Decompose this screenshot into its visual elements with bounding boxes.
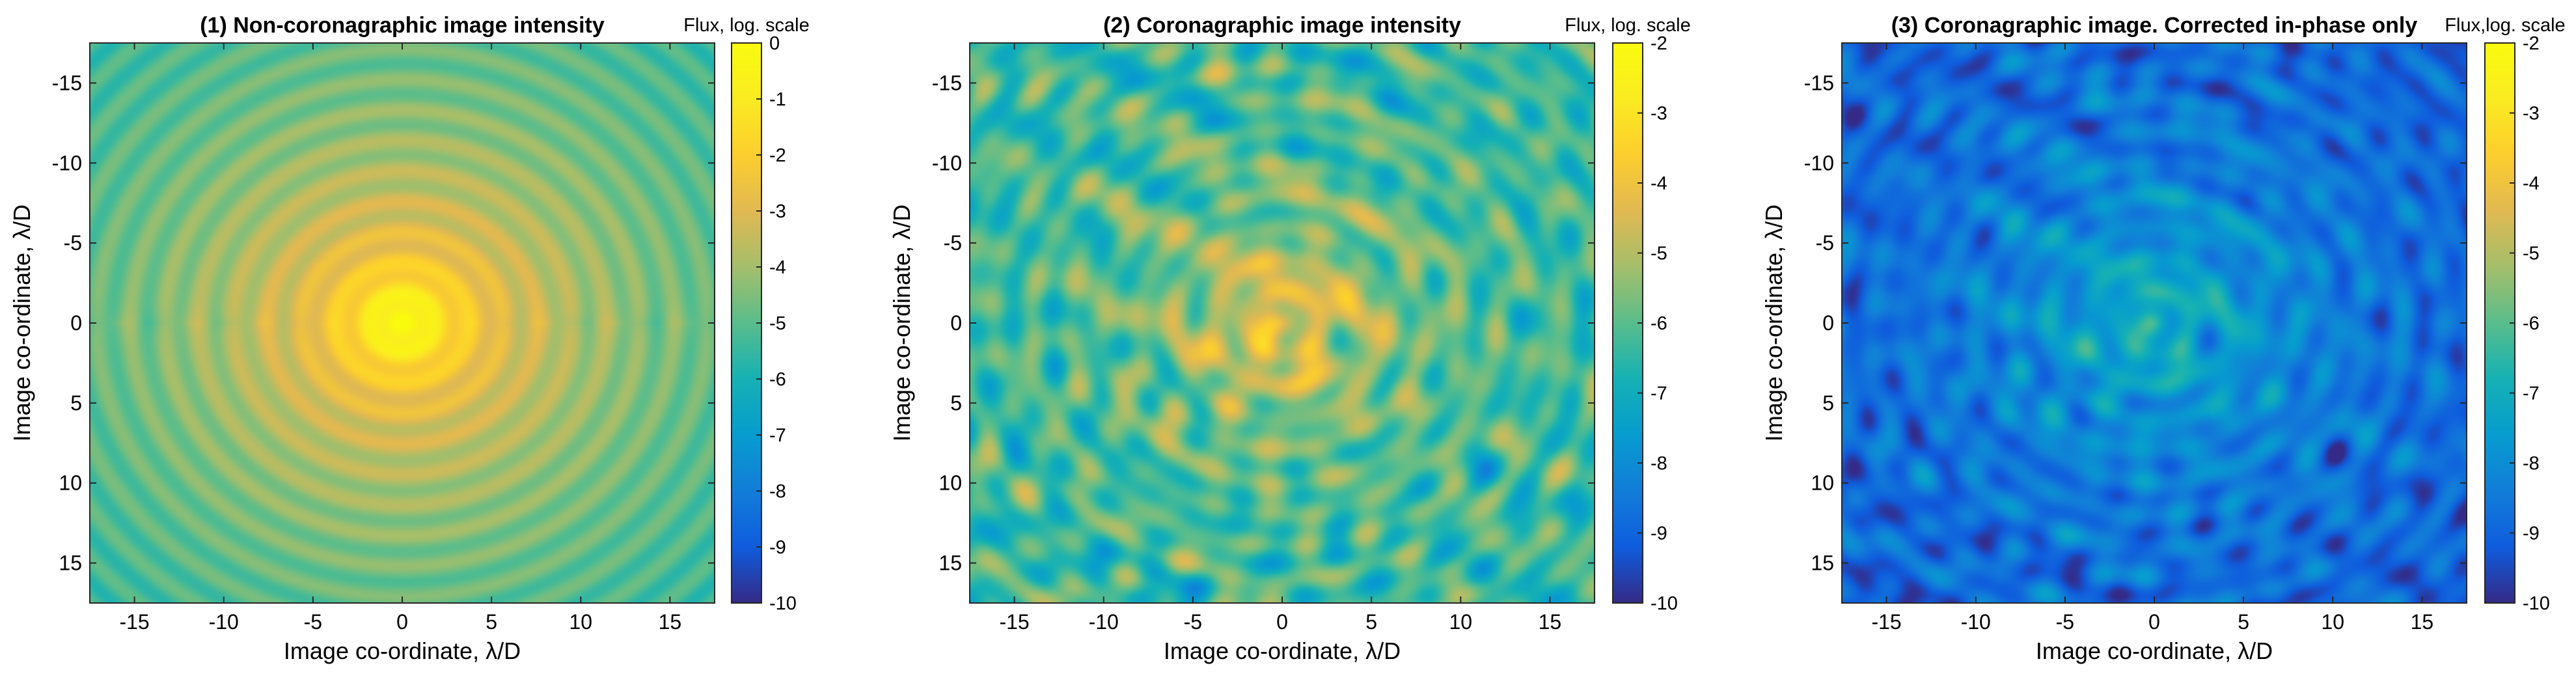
x-tick-label: 5 [486,610,497,634]
y-tick-label: 15 [939,552,962,575]
colorbar-tick-label: -7 [2523,384,2540,404]
colorbar-tick-label: -8 [1651,453,1667,474]
y-tick-label: -10 [1804,151,1834,175]
colorbar-tick-label: -5 [1651,244,1667,264]
panel-title-3: (3) Coronagraphic image. Corrected in-ph… [1891,13,2418,38]
x-tick-label: -5 [2056,610,2074,634]
colorbar-tick-label: -9 [2523,524,2540,544]
x-axis-label-3: Image co-ordinate, λ/D [2036,638,2273,664]
y-tick-label: 15 [1811,552,1834,575]
colorbar-tick-label: -6 [769,369,786,390]
y-tick-label: 5 [1822,391,1834,415]
heatmap-image-3 [1842,43,2467,603]
x-tick-label: -15 [119,610,149,634]
y-axis-label-3: Image co-ordinate, λ/D [1761,204,1787,442]
heatmap-image-2 [970,43,1595,603]
x-tick-label: 15 [659,610,682,634]
colorbar-tick-label: 0 [769,33,780,54]
y-axis-label-2: Image co-ordinate, λ/D [888,204,915,442]
colorbar-tick-label: -7 [769,425,786,446]
x-tick-label: 0 [396,610,408,634]
colorbar-tick-label: -4 [1651,173,1667,194]
x-tick-label: -10 [1089,610,1119,634]
x-tick-label: 10 [2321,610,2344,634]
y-tick-label: 5 [70,391,82,415]
y-tick-label: -15 [1804,71,1834,94]
colorbar-tick-label: -4 [2523,173,2540,194]
y-tick-label: 10 [939,471,962,495]
colorbar-tick-label: -8 [769,481,786,502]
y-tick-label: 0 [1822,311,1834,335]
y-tick-label: -5 [1816,231,1834,255]
x-tick-label: 15 [1539,610,1562,634]
x-axis-label-1: Image co-ordinate, λ/D [284,638,521,664]
x-tick-label: 15 [2411,610,2434,634]
x-tick-label: -15 [1871,610,1901,634]
colorbar-tick-label: -6 [2523,313,2540,334]
y-axis-label-1: Image co-ordinate, λ/D [8,204,35,442]
colorbar-tick-label: -10 [1651,593,1678,614]
colorbar-tick-label: -2 [1651,33,1667,54]
colorbar-tick-label: -1 [769,89,786,110]
colorbar-title-1: Flux, log. scale [683,15,809,36]
x-tick-label: -10 [209,610,239,634]
x-tick-label: -5 [1184,610,1202,634]
panel-title-1: (1) Non-coronagraphic image intensity [200,13,605,38]
y-tick-label: -5 [944,231,962,255]
x-tick-label: 10 [1449,610,1472,634]
y-tick-label: 5 [950,391,962,415]
y-tick-label: -10 [52,151,82,175]
x-tick-label: 10 [569,610,592,634]
colorbar-tick-label: -5 [769,313,786,334]
y-tick-label: -15 [52,71,82,94]
y-tick-label: 0 [70,311,82,335]
x-tick-label: 5 [2238,610,2249,634]
x-tick-label: 0 [2148,610,2160,634]
colorbar-tick-label: -3 [1651,104,1667,124]
x-axis-label-2: Image co-ordinate, λ/D [1164,638,1401,664]
x-tick-label: 5 [1365,610,1377,634]
y-tick-label: -5 [64,231,82,255]
colorbar-tick-label: -6 [1651,313,1667,334]
x-tick-label: -5 [304,610,322,634]
colorbar-tick-label: -10 [769,593,797,614]
colorbar-tick-label: -8 [2523,453,2540,474]
colorbar-tick-label: -2 [2523,33,2540,54]
colorbar-tick-label: -7 [1651,384,1667,404]
y-tick-label: -10 [932,151,962,175]
x-tick-label: -15 [999,610,1029,634]
x-tick-label: 0 [1276,610,1288,634]
colorbar-tick-label: -3 [769,201,786,222]
colorbar-tick-label: -4 [769,257,786,278]
colorbar-tick-label: -10 [2523,593,2550,614]
colorbar-tick-label: -5 [2523,244,2540,264]
x-tick-label: -10 [1961,610,1991,634]
colorbar-tick-label: -9 [769,537,786,558]
y-tick-label: 0 [950,311,962,335]
y-tick-label: 15 [59,552,82,575]
colorbar-tick-label: -3 [2523,104,2540,124]
colorbar-tick-label: -9 [1651,524,1667,544]
y-tick-label: -15 [932,71,962,94]
heatmap-image-1 [90,43,715,603]
colorbar-title-3: Flux,log. scale [2445,15,2565,36]
y-tick-label: 10 [1811,471,1834,495]
panel-title-2: (2) Coronagraphic image intensity [1103,13,1461,38]
y-tick-label: 10 [59,471,82,495]
colorbar-title-2: Flux, log. scale [1565,15,1690,36]
colorbar-tick-label: -2 [769,145,786,166]
